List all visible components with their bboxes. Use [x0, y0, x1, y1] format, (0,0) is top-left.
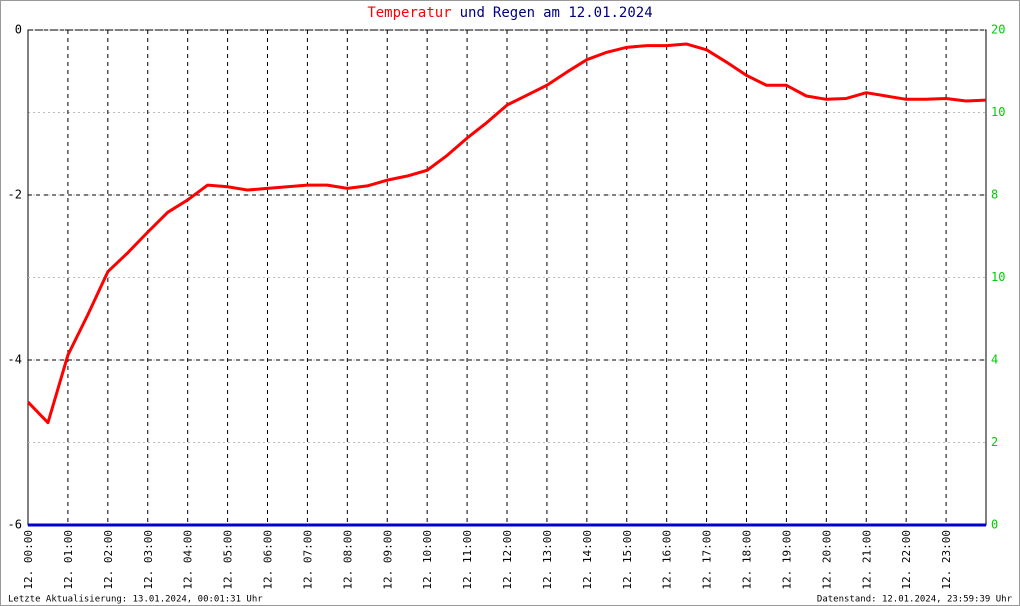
y-tick-label: -6 — [8, 518, 22, 532]
x-tick-label: 12. 07:00 — [301, 530, 314, 590]
y-tick-label: -4 — [8, 353, 22, 367]
x-tick-label: 12. 04:00 — [182, 530, 195, 590]
x-tick-label: 12. 17:00 — [701, 530, 714, 590]
footer-left: Letzte Aktualisierung: 13.01.2024, 00:01… — [8, 595, 263, 605]
y2-tick-label: 20 — [991, 23, 1005, 37]
x-tick-label: 12. 09:00 — [381, 530, 394, 590]
title-series: Temperatur — [367, 5, 451, 21]
y2-tick-label: 2 — [991, 435, 998, 449]
x-tick-label: 12. 21:00 — [860, 530, 873, 590]
series-line — [26, 42, 987, 425]
title-word: am 12.01.2024 — [543, 5, 653, 21]
y-tick-label: 0 — [15, 23, 22, 37]
y2-tick-label: 10 — [991, 270, 1005, 284]
title-series: Regen — [493, 5, 535, 21]
x-tick-label: 12. 12:00 — [501, 530, 514, 590]
x-tick-label: 12. 10:00 — [421, 530, 434, 590]
y2-tick-label: 8 — [991, 188, 998, 202]
x-tick-label: 12. 23:00 — [940, 530, 953, 590]
x-tick-label: 12. 00:00 — [22, 530, 35, 590]
footer-right: Datenstand: 12.01.2024, 23:59:39 Uhr — [817, 595, 1013, 605]
y2-tick-label: 0 — [991, 518, 998, 532]
x-tick-label: 12. 18:00 — [741, 530, 754, 590]
x-tick-label: 12. 01:00 — [62, 530, 75, 590]
x-tick-label: 12. 19:00 — [780, 530, 793, 590]
y-tick-label: -2 — [8, 188, 22, 202]
chart-title: Temperatur und Regen am 12.01.2024 — [367, 5, 652, 21]
x-tick-label: 12. 16:00 — [661, 530, 674, 590]
x-tick-label: 12. 22:00 — [900, 530, 913, 590]
x-tick-label: 12. 13:00 — [541, 530, 554, 590]
x-tick-label: 12. 02:00 — [102, 530, 115, 590]
x-tick-label: 12. 05:00 — [222, 530, 235, 590]
y2-tick-label: 10 — [991, 105, 1005, 119]
x-tick-label: 12. 06:00 — [262, 530, 275, 590]
y2-tick-label: 4 — [991, 353, 998, 367]
x-tick-label: 12. 11:00 — [461, 530, 474, 590]
x-tick-label: 12. 14:00 — [581, 530, 594, 590]
x-tick-label: 12. 08:00 — [341, 530, 354, 590]
x-tick-label: 12. 20:00 — [820, 530, 833, 590]
title-word: und — [460, 5, 485, 21]
x-tick-label: 12. 03:00 — [142, 530, 155, 590]
x-tick-label: 12. 15:00 — [621, 530, 634, 590]
